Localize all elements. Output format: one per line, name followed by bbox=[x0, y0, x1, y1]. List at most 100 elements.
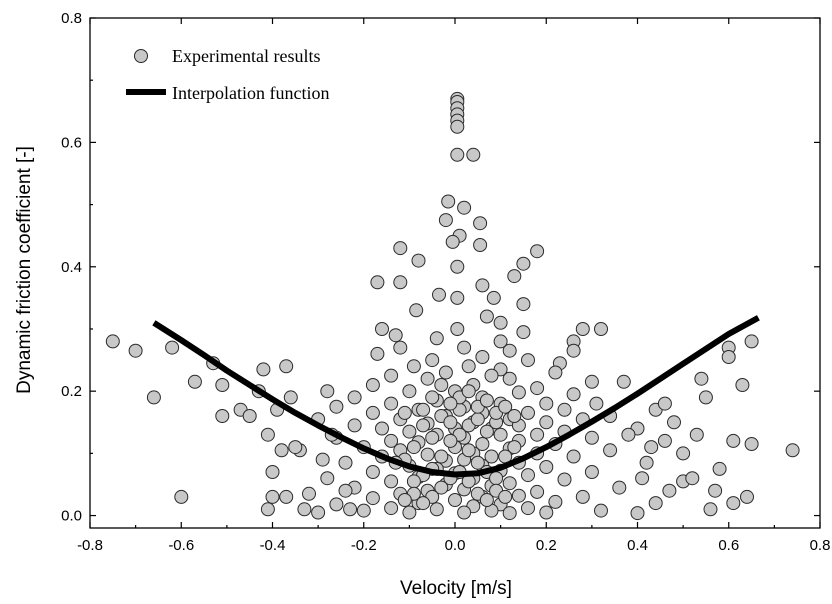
data-point bbox=[434, 378, 449, 392]
data-point bbox=[486, 290, 501, 305]
y-tick-label: 0.8 bbox=[61, 10, 82, 27]
data-point bbox=[402, 505, 417, 520]
data-point bbox=[612, 480, 627, 495]
data-point bbox=[384, 474, 399, 489]
data-point bbox=[128, 343, 143, 358]
data-point bbox=[575, 322, 590, 336]
data-point bbox=[445, 234, 460, 249]
data-point bbox=[450, 119, 465, 134]
data-point bbox=[448, 493, 462, 507]
data-point bbox=[511, 488, 526, 503]
x-tick-label: -0.2 bbox=[351, 537, 377, 554]
data-point bbox=[338, 483, 353, 498]
data-point bbox=[484, 449, 499, 464]
data-point bbox=[416, 418, 431, 433]
data-point bbox=[744, 334, 759, 349]
data-point bbox=[397, 405, 412, 420]
data-point bbox=[616, 374, 631, 389]
data-point bbox=[420, 447, 435, 462]
data-point bbox=[521, 501, 535, 516]
data-point bbox=[393, 340, 408, 355]
data-point bbox=[279, 359, 294, 374]
data-point bbox=[274, 443, 289, 458]
data-point bbox=[470, 455, 485, 470]
data-point bbox=[644, 440, 659, 455]
data-point bbox=[521, 353, 535, 368]
data-point bbox=[539, 415, 554, 430]
data-point bbox=[416, 496, 431, 511]
interpolation-line bbox=[152, 315, 760, 478]
data-point bbox=[174, 489, 189, 504]
data-point bbox=[521, 405, 535, 420]
data-point bbox=[689, 427, 704, 442]
legend-marker-experimental bbox=[134, 49, 148, 63]
data-point bbox=[594, 503, 608, 518]
x-tick-label: 0.0 bbox=[445, 537, 466, 554]
data-point bbox=[703, 502, 718, 517]
data-point bbox=[530, 484, 545, 499]
data-point bbox=[329, 399, 344, 414]
data-point bbox=[694, 371, 709, 386]
data-point bbox=[450, 147, 465, 162]
data-point bbox=[507, 440, 522, 455]
data-point bbox=[521, 468, 535, 483]
data-point bbox=[365, 491, 380, 506]
data-point bbox=[450, 290, 465, 305]
data-point bbox=[621, 427, 636, 442]
data-point bbox=[473, 216, 488, 231]
data-point bbox=[429, 502, 444, 517]
data-point bbox=[667, 415, 681, 430]
data-point bbox=[603, 443, 618, 458]
data-point bbox=[516, 297, 531, 312]
data-point bbox=[438, 365, 453, 380]
data-point bbox=[215, 409, 230, 423]
data-point bbox=[648, 496, 663, 511]
y-tick-label: 0.2 bbox=[61, 383, 82, 400]
data-point bbox=[489, 471, 504, 486]
data-point bbox=[187, 374, 202, 389]
data-point bbox=[530, 427, 545, 442]
data-point bbox=[530, 244, 545, 259]
data-point bbox=[406, 474, 421, 489]
legend-label-experimental: Experimental results bbox=[172, 46, 320, 66]
data-point bbox=[539, 505, 554, 520]
data-point bbox=[443, 396, 458, 411]
data-point bbox=[566, 387, 581, 402]
x-tick-label: 0.4 bbox=[627, 537, 648, 554]
data-point bbox=[425, 430, 440, 445]
data-point bbox=[388, 328, 403, 343]
data-point bbox=[493, 315, 508, 330]
data-point bbox=[265, 465, 280, 479]
data-point bbox=[685, 471, 700, 486]
x-tick-label: -0.4 bbox=[260, 537, 286, 554]
data-point bbox=[635, 471, 650, 486]
data-point bbox=[785, 443, 800, 458]
y-tick-label: 0.0 bbox=[61, 508, 82, 525]
data-point bbox=[315, 452, 330, 467]
data-point bbox=[320, 471, 335, 486]
data-point bbox=[420, 371, 435, 386]
data-point bbox=[708, 483, 723, 498]
data-point bbox=[502, 506, 517, 521]
data-point bbox=[461, 384, 476, 399]
data-point bbox=[425, 390, 440, 405]
data-point bbox=[630, 506, 645, 521]
data-point bbox=[502, 371, 517, 386]
data-point bbox=[279, 489, 294, 504]
scatter-points bbox=[105, 91, 800, 521]
data-point bbox=[721, 350, 736, 364]
data-point bbox=[432, 287, 446, 302]
data-point bbox=[566, 449, 581, 464]
data-point bbox=[712, 461, 727, 476]
data-point bbox=[320, 384, 335, 399]
data-point bbox=[438, 213, 453, 228]
data-point bbox=[479, 309, 494, 324]
x-tick-label: 0.6 bbox=[718, 537, 739, 554]
data-point bbox=[511, 385, 526, 400]
legend-label-interpolation: Interpolation function bbox=[172, 83, 329, 103]
data-point bbox=[470, 412, 485, 427]
data-point bbox=[384, 396, 399, 411]
data-point bbox=[589, 396, 604, 411]
data-point bbox=[698, 390, 713, 405]
data-point bbox=[215, 378, 230, 392]
